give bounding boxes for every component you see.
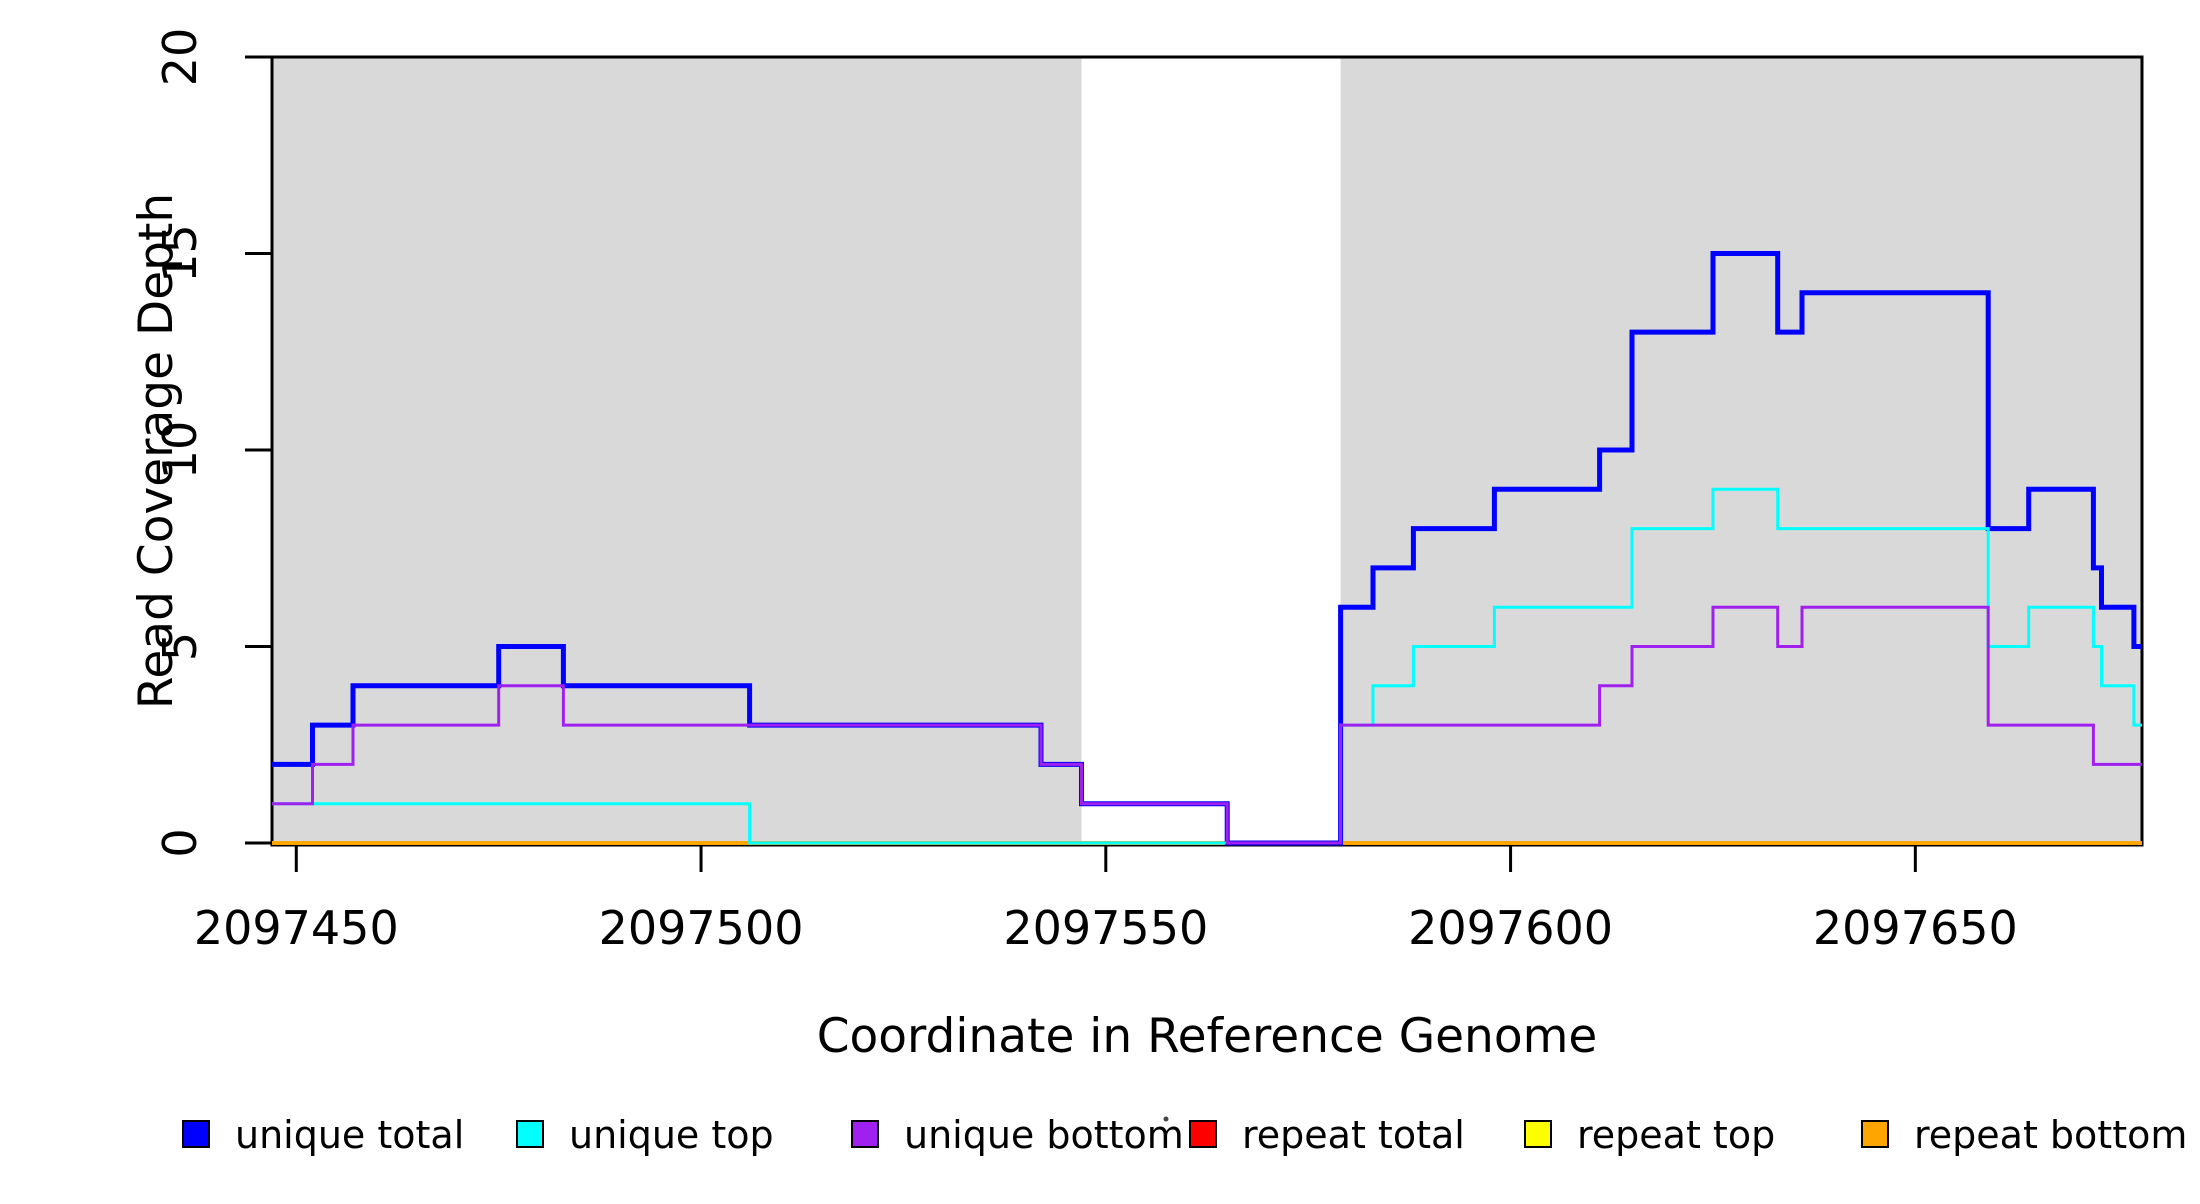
legend-swatch-repeat-top <box>1524 1120 1552 1148</box>
series-unique-bottom <box>272 605 2142 845</box>
coverage-series <box>272 251 2142 846</box>
legend: unique total unique top unique bottom repea… <box>182 1113 2187 1157</box>
legend-swatch-repeat-bottom <box>1861 1120 1889 1148</box>
x-tick-label: 2097600 <box>1408 901 1613 955</box>
x-tick-label: 2097650 <box>1813 901 2018 955</box>
repeat-region-shading <box>272 57 2142 845</box>
x-tick-label: 2097500 <box>599 901 804 955</box>
legend-label-repeat-bottom: repeat bottom <box>1914 1113 2187 1157</box>
legend-label-unique-bottom: unique bottom <box>904 1113 1184 1157</box>
legend-swatch-unique-top <box>516 1120 544 1148</box>
legend-swatch-unique-bottom <box>851 1120 879 1148</box>
x-axis-title: Coordinate in Reference Genome <box>817 1009 1598 1064</box>
y-tick-label: 10 <box>153 421 207 480</box>
series-unique-total <box>272 251 2142 846</box>
y-tick-label: 5 <box>153 632 207 661</box>
x-tick-label: 2097450 <box>194 901 399 955</box>
legend-label-unique-top: unique top <box>569 1113 774 1157</box>
shaded-repeat-region <box>272 57 1082 845</box>
axes: 2097450 2097500 2097550 2097600 2097650 0 5 10 1… <box>153 28 2018 955</box>
y-axis-title: Read Coverage Depth <box>129 193 184 709</box>
legend-label-repeat-total: repeat total <box>1242 1113 1465 1157</box>
stray-dot <box>1163 1116 1169 1122</box>
legend-label-unique-total: unique total <box>235 1113 464 1157</box>
legend-label-repeat-top: repeat top <box>1577 1113 1775 1157</box>
y-tick-label: 0 <box>153 828 207 857</box>
shaded-repeat-region <box>1340 57 2142 845</box>
y-tick-label: 20 <box>153 28 207 87</box>
legend-swatch-repeat-total <box>1189 1120 1217 1148</box>
y-tick-label: 15 <box>153 224 207 283</box>
x-tick-label: 2097550 <box>1003 901 1208 955</box>
legend-swatch-unique-total <box>182 1120 210 1148</box>
